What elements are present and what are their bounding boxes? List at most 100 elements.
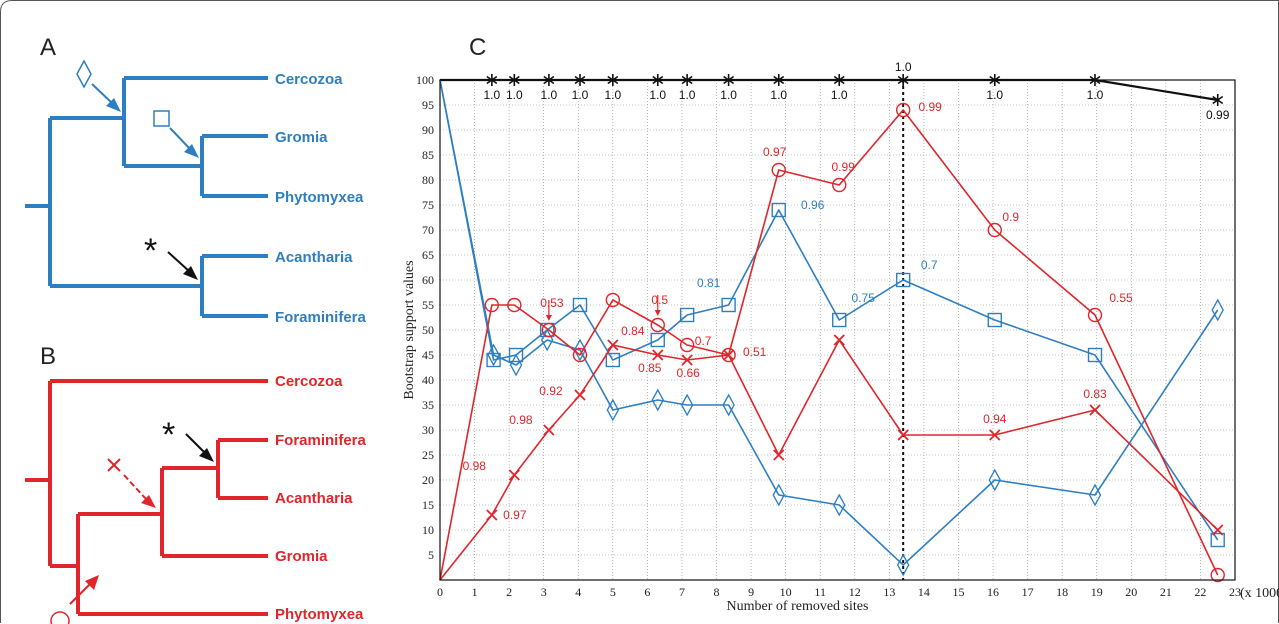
chart-series: 1.0 1.0 1.0 1.0 1.0 1.0 1.0 1.0 1.0 1.01.01.0 1.00… <box>439 60 1230 583</box>
cross-marker <box>574 389 586 401</box>
diamond-marker <box>487 343 500 367</box>
x-tick-label: 3 <box>541 585 547 599</box>
cross-marker <box>681 354 693 366</box>
cross-marker <box>486 509 498 521</box>
cross-marker <box>722 349 735 361</box>
tree-a-taxon-foraminifera: Foraminifera <box>275 309 367 326</box>
tree-b-cross-arrowhead <box>141 495 156 508</box>
diamond-marker <box>509 353 523 377</box>
x-tick-label: 4 <box>575 585 581 599</box>
annotation-arrowhead <box>654 310 661 316</box>
data-label: 0.96 <box>801 198 825 212</box>
series-line-circle <box>439 109 1219 581</box>
plot-area-frame <box>439 79 1236 581</box>
tree-a-square-arrow <box>169 127 192 151</box>
x-axis-unit: (x 1000) <box>1240 586 1279 601</box>
data-label: 0.83 <box>1083 387 1107 401</box>
y-tick-label: 75 <box>422 198 434 212</box>
diamond-marker <box>832 493 846 517</box>
diamond-marker <box>1211 298 1224 322</box>
diamond-marker <box>1088 483 1102 507</box>
x-tick-label: 19 <box>1091 585 1103 599</box>
data-label: 0.97 <box>763 145 787 159</box>
diamond-marker-icon <box>76 59 92 89</box>
square-marker-icon <box>153 110 170 127</box>
circle-marker <box>541 322 557 338</box>
panel-c-letter: C <box>469 34 486 61</box>
data-label: 0.98 <box>463 459 487 473</box>
tree-b-taxon-foraminifera: Foraminifera <box>275 432 367 449</box>
series-square: 0.81 0.96 0.75 0.7 <box>439 79 1225 548</box>
asterisk-marker <box>1212 94 1224 106</box>
data-label: 0.75 <box>852 291 876 305</box>
x-tick-label: 18 <box>1056 585 1068 599</box>
data-label: 1.0 <box>986 88 1003 102</box>
x-tick-label: 5 <box>610 585 616 599</box>
tree-b-taxon-acantharia: Acantharia <box>275 490 353 507</box>
tree-b-cross-arrow <box>123 474 147 500</box>
y-tick-label: 5 <box>428 548 434 562</box>
square-marker <box>832 312 847 328</box>
x-tick-label: 15 <box>952 585 964 599</box>
x-tick-label: 1 <box>472 585 478 599</box>
data-label: 0.92 <box>539 384 563 398</box>
data-label: 1.0 <box>572 88 589 102</box>
y-tick-label: 100 <box>416 73 434 87</box>
circle-marker <box>771 162 786 178</box>
y-tick-label: 90 <box>422 123 434 137</box>
tree-b-asterisk: * <box>162 416 175 454</box>
x-tick-label: 16 <box>987 585 999 599</box>
square-marker <box>679 307 695 323</box>
data-label: 0.7 <box>695 334 712 348</box>
data-label: 0.7 <box>921 258 938 272</box>
circle-marker <box>1210 567 1225 583</box>
diamond-marker <box>772 483 785 507</box>
circle-marker <box>484 297 500 313</box>
data-label: 0.84 <box>621 324 645 338</box>
data-label: 0.53 <box>540 296 564 310</box>
tree-a-taxon-acantharia: Acantharia <box>275 249 353 266</box>
y-axis-label: Bootstrap support values <box>402 260 417 399</box>
tree-a-diamond-arrowhead <box>106 98 121 112</box>
chart-ticks: 0 1 2 3 4 5 6 7 8 9 10 11 12 13 14 15 16 17 18 19 20 21 22 2351… <box>416 73 1241 599</box>
y-tick-label: 10 <box>422 523 434 537</box>
panel-b-letter: B <box>40 343 56 370</box>
square-marker <box>987 312 1002 328</box>
data-label: 0.98 <box>509 413 533 427</box>
data-label: 0.99 <box>1206 108 1230 122</box>
x-tick-label: 6 <box>644 585 650 599</box>
cross-marker <box>543 424 555 436</box>
circle-marker <box>987 222 1002 238</box>
data-label: 0.97 <box>503 508 527 522</box>
square-marker <box>1087 347 1103 363</box>
tree-b-taxon-cercozoa: Cercozoa <box>275 373 343 390</box>
x-tick-label: 14 <box>918 585 930 599</box>
data-label: 1.0 <box>831 88 848 102</box>
square-marker <box>771 202 786 218</box>
cross-marker <box>508 469 520 481</box>
cross-marker <box>773 449 785 461</box>
circle-marker <box>679 337 695 353</box>
cross-marker <box>607 339 619 351</box>
data-label: 0.66 <box>676 366 700 380</box>
data-label: 0.94 <box>983 412 1007 426</box>
y-tick-label: 80 <box>422 173 434 187</box>
tree-b-taxon-gromia: Gromia <box>275 548 328 565</box>
square-marker <box>605 352 621 368</box>
diamond-marker <box>651 388 665 412</box>
x-axis-label: Number of removed sites <box>727 599 869 614</box>
x-tick-label: 12 <box>849 585 861 599</box>
data-label: 0.55 <box>1109 291 1133 305</box>
tree-a-edges <box>25 76 268 318</box>
diamond-marker <box>988 468 1002 492</box>
tree-a-asterisk: * <box>144 232 157 270</box>
y-tick-label: 70 <box>422 223 434 237</box>
data-label: 1.0 <box>484 88 501 102</box>
circle-marker <box>605 292 621 308</box>
data-label: 1.0 <box>679 88 696 102</box>
diamond-marker <box>680 393 694 417</box>
x-tick-label: 8 <box>714 585 720 599</box>
square-marker <box>508 347 524 363</box>
annotation-arrowhead <box>545 315 552 321</box>
